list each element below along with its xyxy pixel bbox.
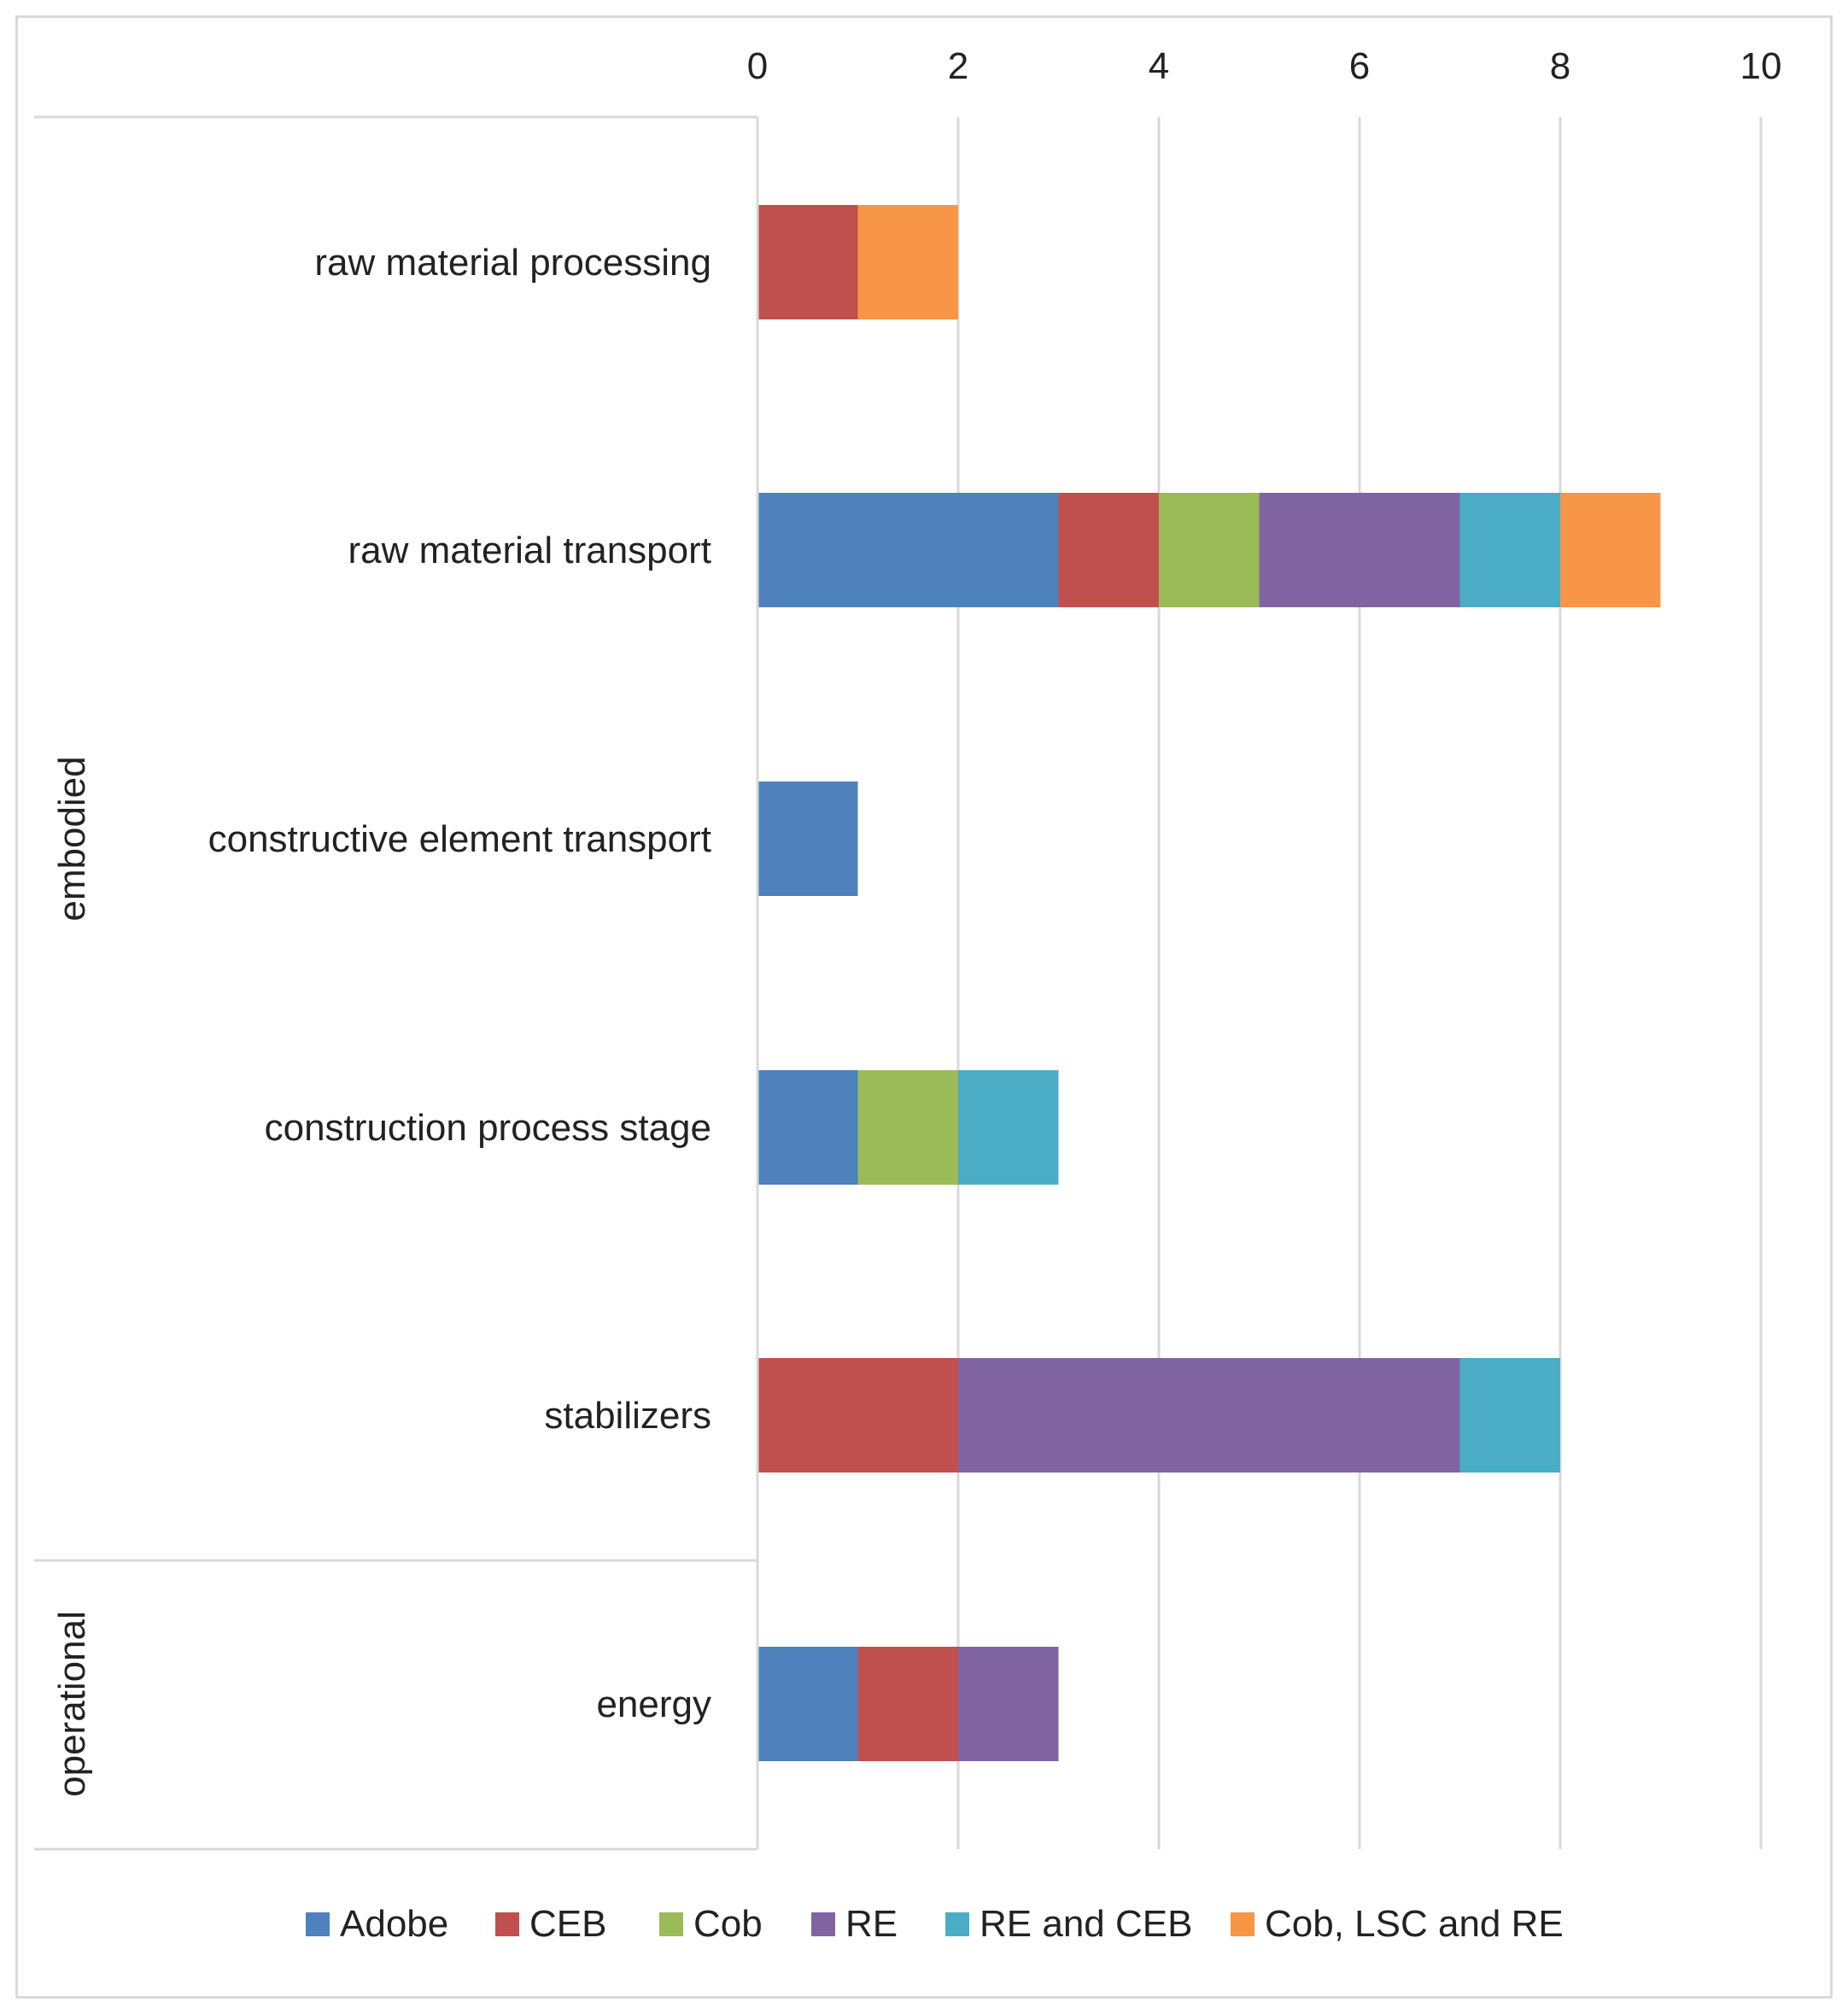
bar-cob-lsc-and-re-raw-material-processing <box>857 205 958 319</box>
bar-re-and-ceb-construction-process-stage <box>958 1070 1059 1185</box>
legend-swatch-re-and-ceb <box>945 1912 969 1936</box>
legend-swatch-cob-lsc-and-re <box>1231 1912 1254 1936</box>
bar-ceb-energy <box>857 1647 958 1761</box>
legend-swatch-ceb <box>495 1912 519 1936</box>
category-label: construction process stage <box>265 1107 711 1149</box>
category-label: raw material processing <box>314 242 711 284</box>
legend-swatch-re <box>811 1912 835 1936</box>
legend-swatch-adobe <box>306 1912 330 1936</box>
legend-label-cob: Cob <box>693 1903 763 1945</box>
bar-cob-raw-material-transport <box>1159 493 1260 607</box>
legend-label-cob-lsc-and-re: Cob, LSC and RE <box>1265 1903 1564 1945</box>
x-tick-label: 10 <box>1740 45 1782 87</box>
legend-label-re: RE <box>845 1903 898 1945</box>
category-label: energy <box>596 1683 711 1725</box>
bar-cob-construction-process-stage <box>857 1070 958 1185</box>
bar-re-raw-material-transport <box>1259 493 1460 607</box>
bar-ceb-stabilizers <box>757 1358 958 1472</box>
bar-ceb-raw-material-processing <box>757 205 858 319</box>
category-label: stabilizers <box>544 1395 711 1437</box>
category-label: constructive element transport <box>208 818 711 860</box>
group-label-embodied: embodied <box>51 756 93 921</box>
x-tick-label: 2 <box>948 45 968 87</box>
bar-adobe-energy <box>757 1647 858 1761</box>
bar-cob-lsc-and-re-raw-material-transport <box>1560 493 1661 607</box>
category-label: raw material transport <box>348 530 711 571</box>
x-tick-label: 8 <box>1550 45 1570 87</box>
x-tick-label: 6 <box>1349 45 1370 87</box>
group-label-operational: operational <box>51 1611 93 1797</box>
legend-label-adobe: Adobe <box>340 1903 448 1945</box>
bar-adobe-construction-process-stage <box>757 1070 858 1185</box>
legend-label-ceb: CEB <box>529 1903 606 1945</box>
x-tick-label: 0 <box>747 45 768 87</box>
legend-swatch-cob <box>659 1912 683 1936</box>
bar-re-and-ceb-raw-material-transport <box>1459 493 1560 607</box>
bar-re-and-ceb-stabilizers <box>1459 1358 1560 1472</box>
bar-adobe-raw-material-transport <box>757 493 1059 607</box>
bar-ceb-raw-material-transport <box>1058 493 1159 607</box>
legend-label-re-and-ceb: RE and CEB <box>980 1903 1192 1945</box>
x-tick-label: 4 <box>1149 45 1169 87</box>
bar-re-stabilizers <box>958 1358 1460 1472</box>
bar-adobe-constructive-element-transport <box>757 782 858 896</box>
bar-re-energy <box>958 1647 1059 1761</box>
